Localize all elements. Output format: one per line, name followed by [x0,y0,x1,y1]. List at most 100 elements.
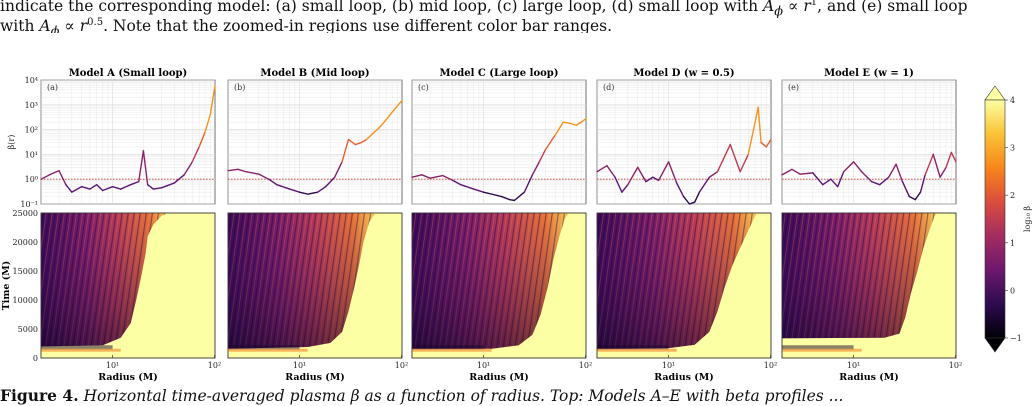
bottom-y-tick-label: 10000 [13,296,38,305]
beta-curve-segment [837,171,845,188]
beta-curve-segment [482,191,493,195]
beta-plot-frame [596,79,772,205]
beta-curve-segment [908,195,916,201]
x-tick-label: 10¹ [662,361,675,370]
beta-curve-segment [932,153,941,178]
beta-curve-segment [360,138,368,144]
beta-curve-segment [562,121,571,124]
x-tick-label: 10¹ [847,361,860,370]
beta-curve-segment [645,176,654,183]
beta-curve-segment [288,188,301,193]
panel-letter: (e) [788,83,799,92]
beta-curve-segment [378,119,387,129]
x-axis-label: Radius (M) [839,372,899,383]
beta-curve-segment [365,134,372,141]
x-tick-label: 10¹ [477,361,490,370]
x-tick-label: 10² [949,361,962,370]
beta-curve-segment [209,84,216,116]
beta-plot-frame [781,79,957,205]
beta-curve-segment [58,170,67,186]
x-tick-label: 10² [395,361,408,370]
beta-curve-segment [129,180,140,186]
heatmap-frame [411,212,587,359]
x-axis-label: Radius (M) [98,372,158,383]
colorbar-tick-label: 0 [1010,286,1015,295]
beta-curve-segment [50,170,60,175]
beta-curve-segment [799,172,814,175]
beta-curve-segment [138,150,145,183]
caption-bottom: Figure 4. Horizontal time-averaged plasm… [0,386,1035,406]
heatmap-early-band [782,348,862,352]
x-tick-label: 10¹ [293,361,306,370]
colorbar-tick-label: 3 [1010,144,1015,153]
beta-curve-segment [391,99,403,113]
beta-curve-segment [614,176,623,193]
x-axis-label: Radius (M) [654,372,714,383]
beta-curve-segment [682,195,691,205]
beta-curve-segment [354,141,362,146]
panel-letter: (c) [418,83,429,92]
beta-curve-segment [842,161,855,173]
beta-curve-segment [306,191,319,195]
heatmap-inner-band [412,345,484,350]
heatmap-shade [782,213,938,358]
beta-curve-segment [698,176,711,193]
heatmap-frame [781,212,957,359]
beta-curve-segment [89,184,98,190]
heatmap-inner-band [228,345,300,350]
beta-curve-segment [945,151,953,169]
heatmap-inner-band [41,345,113,350]
beta-curve-segment [421,174,431,179]
beta-curve-segment [65,184,73,193]
colorbar: 4 3 2 1 0 −1 log₁₀ β [984,85,1032,353]
caption-line-1: indicate the corresponding model: (a) sm… [0,0,968,20]
beta-curve-segment [276,184,291,190]
beta-curve-segment [895,163,904,183]
colorbar-tick-label: −1 [1010,334,1022,343]
beta-curve-segment [830,178,839,188]
beta-curve-segment [812,172,824,186]
beta-curve-segment [245,171,260,175]
beta-curve-segment [754,106,759,123]
beta-curve-segment [667,161,678,184]
beta-curve-segment [675,182,685,198]
beta-curve-segment [191,146,200,163]
top-y-tick-label: 10⁻¹ [20,200,38,209]
heatmap-shade [597,213,759,358]
beta-curve-segment [183,161,193,176]
heatmap-inner-band [782,345,854,350]
x-axis-label: Radius (M) [285,372,345,383]
heatmap-early-band [597,348,677,352]
beta-curve-segment [347,138,357,146]
beta-curve-segment [385,111,393,121]
beta-curve-segment [765,138,772,148]
caption-line-2: with Aϕ ∝ r0.5. Note that the zoomed-in … [0,17,613,33]
bottom-y-tick-label: 15000 [13,267,38,276]
beta-curve-segment [544,134,556,151]
top-y-tick-label: 10² [25,126,38,135]
figure-caption-text: Horizontal time-averaged plasma β as a f… [78,387,844,405]
colorbar-tick-label: 2 [1010,191,1015,200]
figure-label: Figure 4. [0,386,79,405]
x-axis-label: Radius (M) [469,372,529,383]
heatmap-shade [41,213,169,358]
beta-curve-segment [757,106,762,144]
beta-curve-segment [429,174,444,179]
beta-curve-segment [901,180,911,198]
beta-curve-segment [298,191,309,195]
panel-a: Model A (Small loop) (a) 10¹ 10² Radius (M) 1… [1,68,221,383]
beta-curve-segment [152,187,163,190]
colorbar-gradient [984,99,1006,339]
beta-curve-segment [268,178,278,186]
beta-curve-segment [657,161,670,182]
beta-curve-segment [40,173,52,180]
panel-letter: (b) [234,83,245,92]
top-y-axis-label: β(r) [7,135,16,150]
colorbar-max-extend [984,85,1006,101]
beta-curve-segment [316,185,327,193]
beta-curve-segment [142,150,149,186]
beta-curve-segment [760,141,768,148]
beta-curve-segment [146,184,155,190]
panel-e: Model E (w = 1) (e) 10¹ 10² Radius (M) [781,68,962,383]
panel-d: Model D (w = 0.5) (d) 10¹ 10² Radius (M) [596,68,777,383]
